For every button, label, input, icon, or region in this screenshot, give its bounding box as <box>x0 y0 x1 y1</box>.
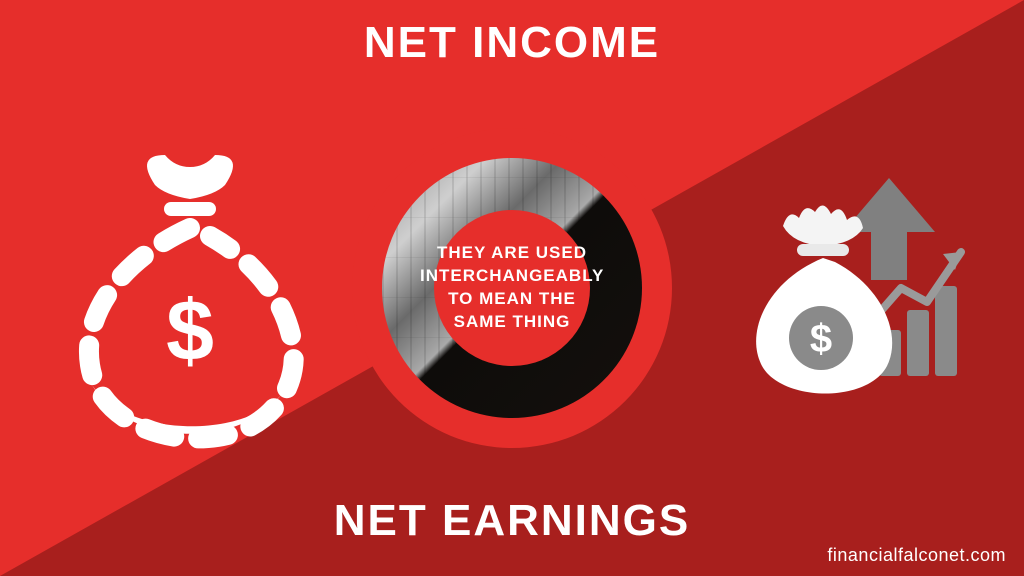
title-top: NET INCOME <box>364 18 660 68</box>
title-bottom: NET EARNINGS <box>334 496 690 546</box>
center-text: THEY ARE USED INTERCHANGEABLY TO MEAN TH… <box>434 210 590 366</box>
infographic-stage: NET INCOME $ <box>0 0 1024 576</box>
watermark: financialfalconet.com <box>827 545 1006 566</box>
money-bag-growth-icon: $ <box>739 170 969 400</box>
svg-text:$: $ <box>810 317 832 361</box>
center-ring: THEY ARE USED INTERCHANGEABLY TO MEAN TH… <box>352 128 672 448</box>
svg-text:$: $ <box>166 283 214 379</box>
money-bag-dashed-icon: $ <box>60 150 320 450</box>
